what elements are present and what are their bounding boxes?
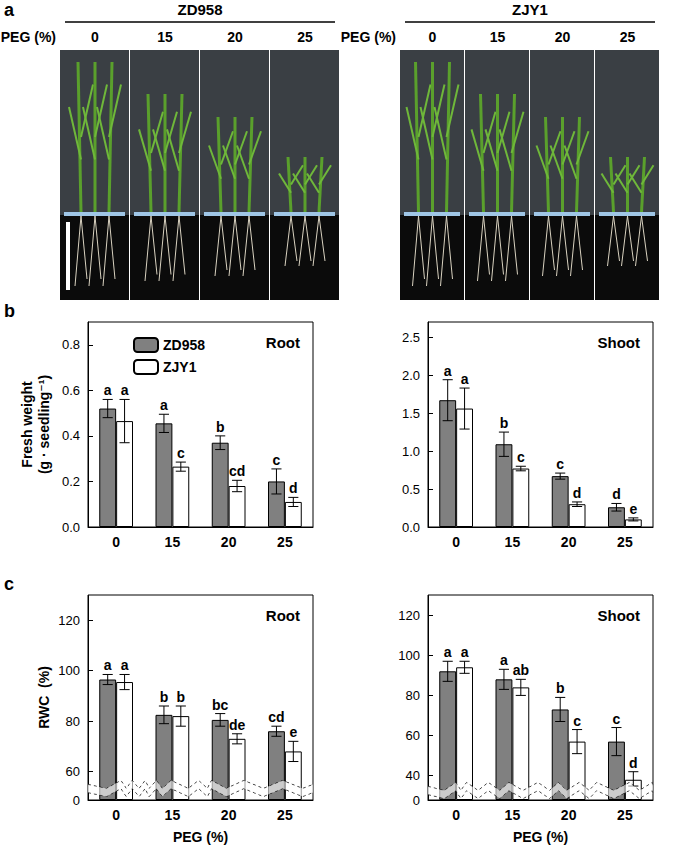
svg-text:ab: ab [513, 662, 529, 678]
svg-text:c: c [177, 445, 185, 461]
svg-text:d: d [573, 485, 582, 501]
svg-text:2.0: 2.0 [402, 368, 420, 383]
svg-text:Root: Root [266, 607, 300, 624]
svg-text:20: 20 [561, 807, 577, 823]
svg-text:c: c [4, 574, 14, 594]
svg-text:c: c [556, 456, 564, 472]
svg-text:0: 0 [429, 29, 437, 45]
svg-text:120: 120 [398, 608, 420, 623]
svg-text:20: 20 [555, 29, 571, 45]
svg-text:d: d [612, 486, 621, 502]
svg-text:60: 60 [406, 728, 420, 743]
svg-text:a: a [461, 371, 469, 387]
svg-text:0.0: 0.0 [62, 520, 80, 535]
svg-text:a: a [461, 644, 469, 660]
svg-text:a: a [121, 657, 129, 673]
svg-text:b: b [500, 415, 509, 431]
svg-text:Root: Root [266, 334, 300, 351]
svg-text:d: d [629, 755, 638, 771]
svg-text:80: 80 [406, 688, 420, 703]
svg-text:0: 0 [413, 793, 420, 808]
svg-text:0.0: 0.0 [402, 520, 420, 535]
svg-text:b: b [160, 689, 169, 705]
svg-text:25: 25 [297, 29, 313, 45]
svg-text:0.2: 0.2 [62, 474, 80, 489]
svg-text:0: 0 [452, 534, 460, 550]
svg-text:Shoot: Shoot [598, 334, 641, 351]
svg-text:de: de [229, 717, 246, 733]
svg-text:120: 120 [58, 613, 80, 628]
svg-text:15: 15 [157, 29, 173, 45]
svg-text:20: 20 [221, 807, 237, 823]
svg-text:0: 0 [112, 534, 120, 550]
svg-text:25: 25 [277, 807, 293, 823]
svg-text:a: a [444, 644, 452, 660]
svg-text:0: 0 [91, 29, 99, 45]
svg-text:a: a [104, 657, 112, 673]
svg-text:cd: cd [268, 709, 284, 725]
svg-text:(g · seedling⁻¹): (g · seedling⁻¹) [36, 375, 52, 474]
svg-text:25: 25 [617, 534, 633, 550]
svg-text:0.6: 0.6 [62, 383, 80, 398]
svg-text:c: c [573, 713, 581, 729]
svg-text:1.5: 1.5 [402, 406, 420, 421]
svg-text:25: 25 [277, 534, 293, 550]
svg-text:0.8: 0.8 [62, 337, 80, 352]
svg-text:PEG (%): PEG (%) [513, 829, 568, 845]
svg-text:1.0: 1.0 [402, 444, 420, 459]
svg-text:0.5: 0.5 [402, 482, 420, 497]
svg-text:b: b [216, 419, 225, 435]
svg-text:a: a [104, 382, 112, 398]
svg-text:PEG (%): PEG (%) [341, 29, 396, 45]
svg-text:ZD958: ZD958 [177, 1, 222, 18]
svg-text:ZJY1: ZJY1 [512, 1, 548, 18]
svg-text:a: a [160, 397, 168, 413]
svg-text:0: 0 [112, 807, 120, 823]
svg-text:25: 25 [617, 807, 633, 823]
svg-text:80: 80 [66, 714, 80, 729]
svg-text:b: b [177, 689, 186, 705]
svg-text:0: 0 [73, 793, 80, 808]
svg-text:e: e [289, 724, 297, 740]
svg-text:25: 25 [620, 29, 636, 45]
svg-text:20: 20 [227, 29, 243, 45]
svg-text:a: a [444, 363, 452, 379]
svg-text:15: 15 [505, 807, 521, 823]
svg-text:0.4: 0.4 [62, 428, 80, 443]
svg-text:c: c [517, 449, 525, 465]
svg-text:Fresh weight: Fresh weight [19, 381, 35, 468]
svg-text:100: 100 [398, 648, 420, 663]
svg-text:15: 15 [490, 29, 506, 45]
svg-text:a: a [4, 0, 15, 20]
svg-text:Shoot: Shoot [598, 607, 641, 624]
svg-text:e: e [629, 501, 637, 517]
svg-text:100: 100 [58, 663, 80, 678]
svg-text:15: 15 [165, 807, 181, 823]
svg-text:20: 20 [221, 534, 237, 550]
svg-text:b: b [4, 301, 15, 321]
svg-text:40: 40 [406, 768, 420, 783]
svg-text:c: c [613, 711, 621, 727]
svg-text:ZJY1: ZJY1 [163, 359, 197, 375]
svg-text:20: 20 [561, 534, 577, 550]
svg-text:c: c [273, 452, 281, 468]
svg-text:PEG (%): PEG (%) [173, 829, 228, 845]
svg-text:ZD958: ZD958 [163, 337, 205, 353]
svg-text:a: a [500, 652, 508, 668]
svg-text:b: b [556, 680, 565, 696]
svg-text:bc: bc [212, 697, 229, 713]
svg-text:a: a [121, 382, 129, 398]
svg-text:15: 15 [505, 534, 521, 550]
svg-text:d: d [289, 480, 298, 496]
svg-text:15: 15 [165, 534, 181, 550]
svg-text:PEG (%): PEG (%) [1, 29, 56, 45]
svg-text:2.5: 2.5 [402, 330, 420, 345]
svg-text:RWC (%): RWC (%) [36, 666, 52, 729]
svg-text:60: 60 [66, 764, 80, 779]
svg-text:0: 0 [452, 807, 460, 823]
svg-text:cd: cd [229, 463, 245, 479]
